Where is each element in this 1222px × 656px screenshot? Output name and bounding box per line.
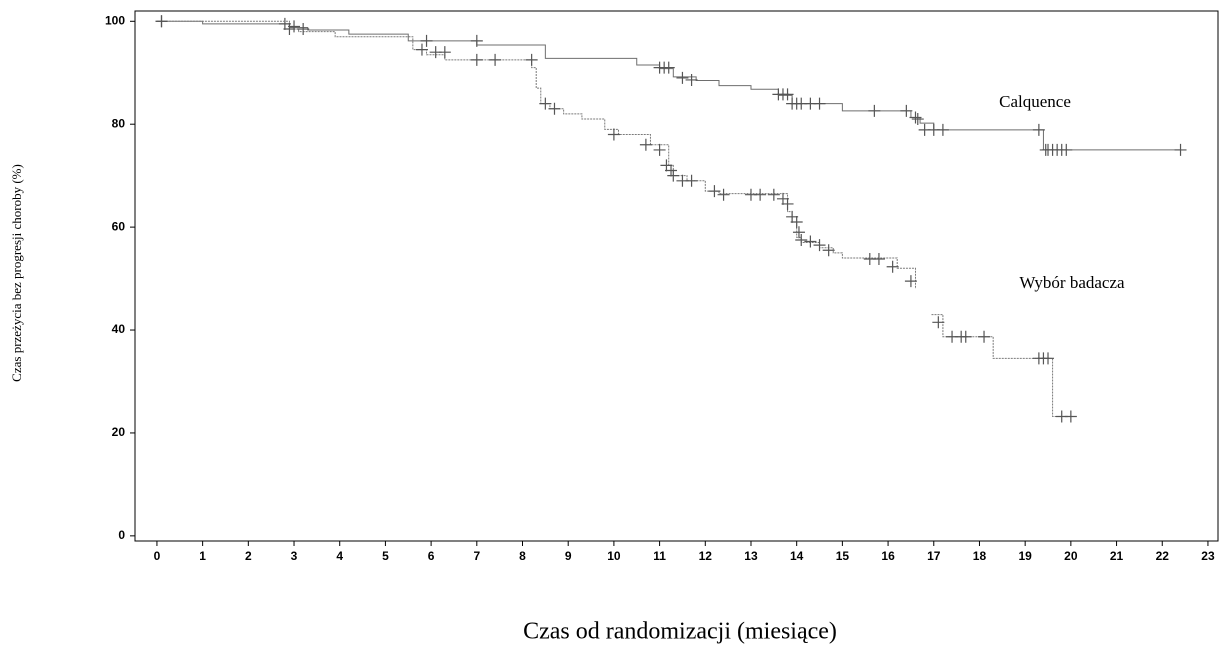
x-tick-label: 17 <box>927 549 941 563</box>
x-tick-label: 4 <box>336 549 343 563</box>
x-tick-label: 15 <box>836 549 850 563</box>
censor-mark <box>297 23 310 36</box>
censor-mark <box>868 104 881 117</box>
censor-mark <box>420 34 433 47</box>
censor-mark <box>767 188 780 201</box>
censor-mark <box>795 233 808 246</box>
censor-mark <box>685 174 698 187</box>
y-tick-label: 0 <box>118 528 125 542</box>
y-tick-label: 100 <box>105 13 125 27</box>
x-tick-label: 18 <box>973 549 987 563</box>
x-tick-label: 8 <box>519 549 526 563</box>
censor-mark <box>155 15 168 28</box>
x-tick-label: 9 <box>565 549 572 563</box>
plot-frame <box>134 10 1219 542</box>
x-tick-label: 23 <box>1201 549 1215 563</box>
x-tick-label: 10 <box>607 549 621 563</box>
censor-mark <box>1174 143 1187 156</box>
x-tick-label: 7 <box>473 549 480 563</box>
censor-mark <box>717 188 730 201</box>
censor-mark <box>438 46 451 59</box>
x-tick-label: 21 <box>1110 549 1124 563</box>
survival-curve <box>156 20 1181 151</box>
censor-mark <box>489 53 502 66</box>
censor-mark <box>822 244 835 257</box>
censor-mark <box>283 23 296 36</box>
censor-mark <box>662 61 675 74</box>
series-label: Calquence <box>999 92 1071 111</box>
x-tick-label: 5 <box>382 549 389 563</box>
x-tick-label: 13 <box>744 549 758 563</box>
x-tick-label: 0 <box>154 549 161 563</box>
x-tick-label: 16 <box>881 549 895 563</box>
censor-mark <box>1042 352 1055 365</box>
y-axis-title: Czas przeżycia bez progresji choroby (%) <box>9 164 24 382</box>
censor-mark <box>665 164 678 177</box>
x-tick-label: 11 <box>653 549 666 563</box>
censor-mark <box>804 235 817 248</box>
censor-mark <box>607 128 620 141</box>
censor-mark <box>911 113 924 126</box>
censor-mark <box>904 275 917 288</box>
censor-mark <box>932 316 945 329</box>
y-tick-label: 80 <box>112 116 126 130</box>
x-tick-label: 20 <box>1064 549 1078 563</box>
censor-mark <box>685 73 698 86</box>
censor-mark <box>978 330 991 343</box>
censor-mark <box>676 71 689 84</box>
x-tick-label: 14 <box>790 549 804 563</box>
censor-mark <box>470 53 483 66</box>
censor-mark <box>539 97 552 110</box>
series-label: Wybór badacza <box>1019 273 1125 292</box>
y-tick-label: 20 <box>112 425 126 439</box>
censor-mark <box>415 43 428 56</box>
censor-mark <box>872 253 885 266</box>
censor-mark <box>790 215 803 228</box>
censor-mark <box>708 185 721 198</box>
x-tick-label: 2 <box>245 549 252 563</box>
x-tick-label: 19 <box>1018 549 1032 563</box>
censor-mark <box>754 188 767 201</box>
censor-mark <box>959 330 972 343</box>
censor-mark <box>470 34 483 47</box>
y-tick-label: 60 <box>112 219 126 233</box>
censor-mark <box>781 197 794 210</box>
x-tick-label: 12 <box>699 549 713 563</box>
censor-mark <box>1064 410 1077 423</box>
censor-mark <box>667 169 680 182</box>
x-axis-title: Czas od randomizacji (miesiące) <box>523 619 837 645</box>
censor-mark <box>653 143 666 156</box>
x-tick-label: 1 <box>199 549 206 563</box>
censor-mark <box>900 104 913 117</box>
x-tick-label: 6 <box>428 549 435 563</box>
censor-mark <box>792 226 805 239</box>
censor-mark <box>525 53 538 66</box>
censor-mark <box>1032 123 1045 136</box>
x-tick-label: 22 <box>1156 549 1170 563</box>
survival-curve <box>156 20 1071 417</box>
y-tick-label: 40 <box>112 322 126 336</box>
censor-mark <box>781 88 794 101</box>
censor-mark <box>813 239 826 252</box>
x-tick-label: 3 <box>291 549 298 563</box>
censor-mark <box>548 102 561 115</box>
censor-mark <box>639 138 652 151</box>
censor-mark <box>1060 143 1073 156</box>
censor-mark <box>936 123 949 136</box>
censor-mark <box>886 260 899 273</box>
censor-mark <box>909 111 922 124</box>
censor-mark <box>813 97 826 110</box>
